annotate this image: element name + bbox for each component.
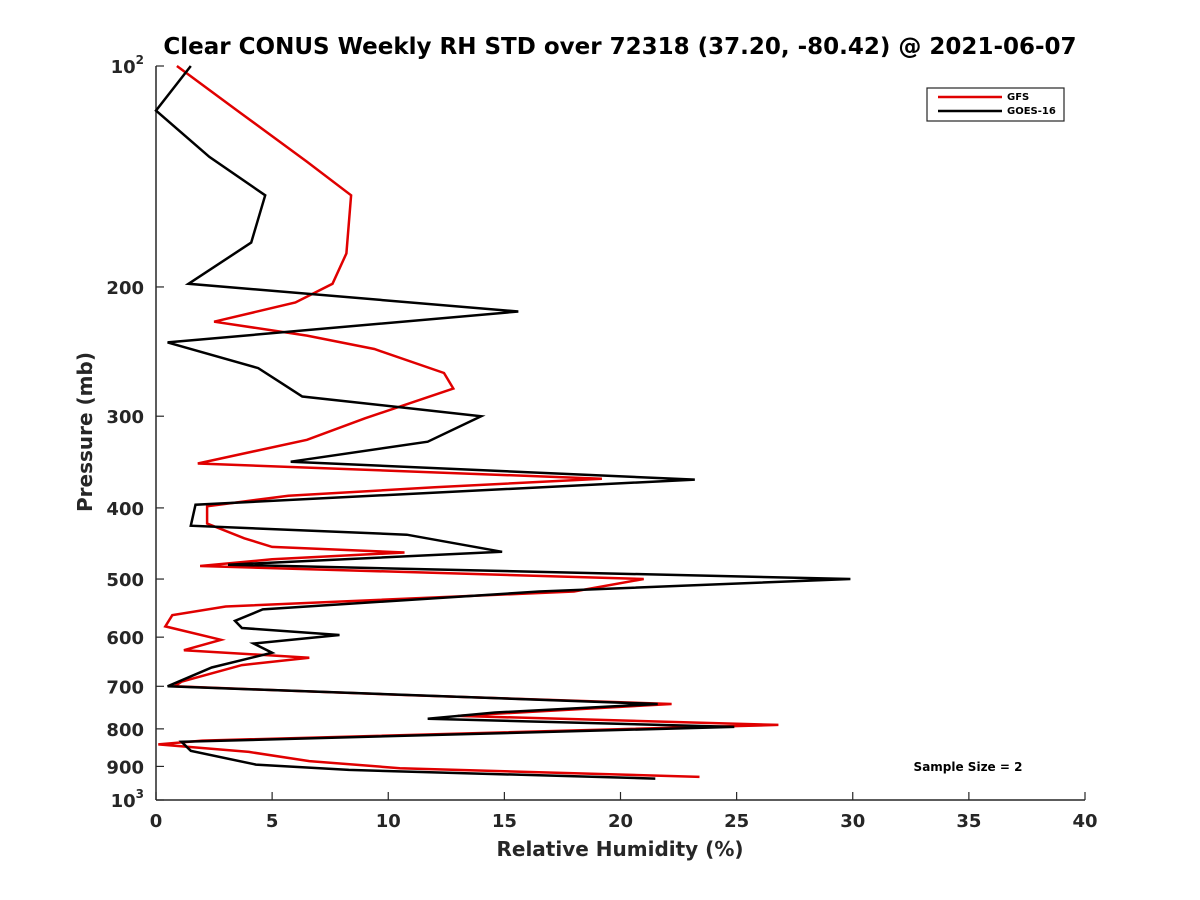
- y-tick-label: 200: [106, 278, 144, 299]
- y-tick-label: 600: [106, 628, 144, 649]
- legend: GFS GOES-16: [926, 87, 1065, 122]
- x-tick-label: 40: [1072, 811, 1097, 832]
- y-tick-label: 800: [106, 720, 144, 741]
- y-tick-label: 300: [106, 407, 144, 428]
- x-tick-label: 35: [956, 811, 981, 832]
- x-tick-label: 15: [492, 811, 517, 832]
- x-tick-label: 0: [150, 811, 163, 832]
- x-tick-label: 10: [376, 811, 401, 832]
- legend-box: [926, 87, 1065, 122]
- legend-label-gfs: GFS: [1007, 92, 1029, 103]
- y-tick-label: 400: [106, 499, 144, 520]
- x-tick-label: 5: [266, 811, 279, 832]
- sample-size-annotation: Sample Size = 2: [914, 760, 1023, 774]
- chart-title: Clear CONUS Weekly RH STD over 72318 (37…: [163, 34, 1076, 60]
- legend-label-goes16: GOES-16: [1007, 106, 1056, 117]
- x-tick-label: 25: [724, 811, 749, 832]
- y-tick-label: 900: [106, 757, 144, 778]
- x-axis-label: Relative Humidity (%): [496, 837, 743, 861]
- y-tick-label: 500: [106, 570, 144, 591]
- x-tick-label: 20: [608, 811, 633, 832]
- y-tick-label: 700: [106, 677, 144, 698]
- y-axis-label: Pressure (mb): [73, 352, 97, 512]
- x-tick-label: 30: [840, 811, 865, 832]
- y-tick-label: 103: [111, 787, 144, 812]
- y-tick-label: 102: [111, 53, 144, 78]
- series-line-goes16: [154, 65, 851, 780]
- plot-area: 0 5 10 15 20 25 30 35 40 102 200 300 400 500 600 700 800…: [106, 53, 1097, 832]
